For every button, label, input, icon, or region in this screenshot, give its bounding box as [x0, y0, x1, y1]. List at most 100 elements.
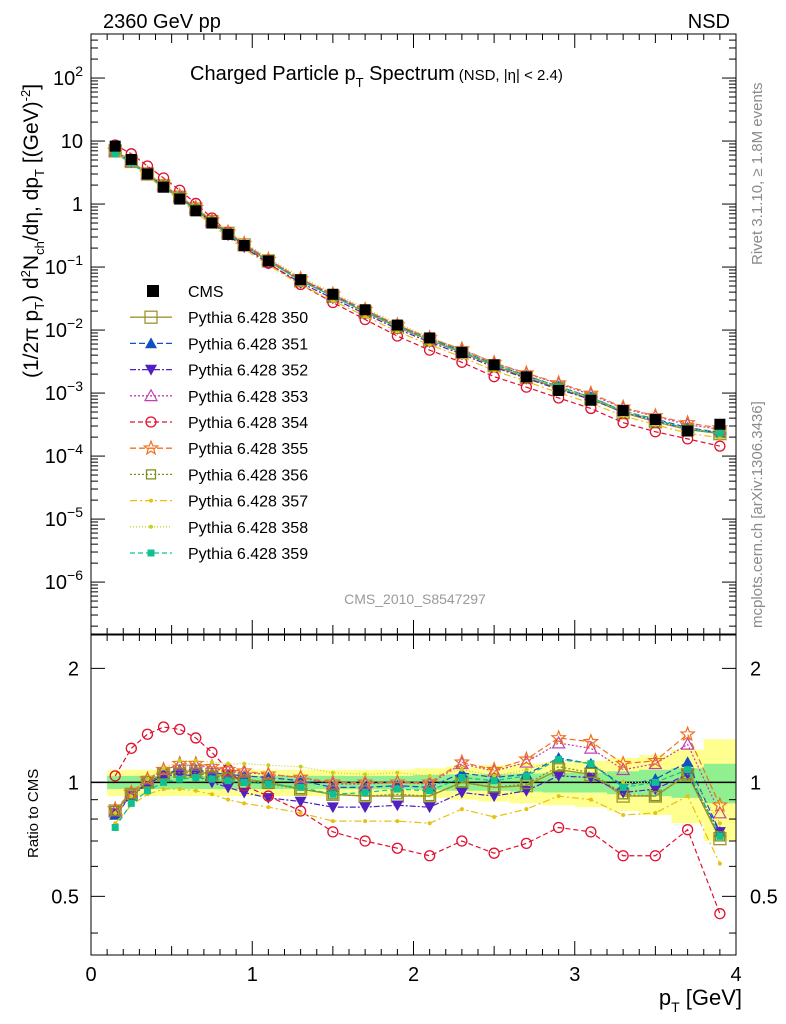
- ratio-point: [298, 811, 303, 816]
- cms-data-point: [174, 193, 186, 205]
- ratio-point: [177, 787, 182, 792]
- ratio-point: [647, 752, 664, 768]
- watermark: CMS_2010_S8547297: [344, 591, 486, 607]
- ratio-point: [155, 760, 172, 777]
- x-tick-label: 2: [408, 964, 419, 986]
- ratio-point: [552, 821, 565, 834]
- x-tick-label: 1: [247, 964, 258, 986]
- ratio-point: [294, 796, 307, 808]
- ratio-y-tick-label: 1: [68, 772, 79, 794]
- ratio-point: [427, 821, 432, 826]
- y-axis-label-ratio: Ratio to CMS: [25, 769, 42, 858]
- ratio-point: [716, 832, 724, 840]
- ratio-point: [520, 837, 533, 850]
- ratio-point: [126, 789, 137, 800]
- ratio-point: [235, 762, 253, 779]
- ratio-point: [680, 737, 695, 750]
- ratio-point: [453, 753, 471, 770]
- cms-data-point: [109, 140, 121, 152]
- cms-data-point: [238, 239, 250, 251]
- ratio-point: [264, 780, 272, 788]
- mcplots-label: mcplots.cern.ch [arXiv:1306.3436]: [749, 401, 766, 628]
- legend-label: CMS: [188, 284, 224, 301]
- cms-data-point: [649, 414, 661, 426]
- ratio-point: [583, 741, 598, 754]
- ratio-point: [389, 773, 406, 790]
- legend-label: Pythia 6.428 351: [188, 336, 308, 353]
- cms-data-point: [585, 394, 597, 406]
- ratio-point: [174, 723, 186, 736]
- cms-data-point: [359, 304, 371, 316]
- main-point: [111, 150, 119, 158]
- ratio-point: [492, 815, 497, 820]
- ratio-point: [176, 775, 184, 783]
- ratio-point: [260, 765, 277, 782]
- cms-data-point: [456, 347, 468, 359]
- ratio-point: [653, 811, 658, 816]
- y-tick-label: 10−4: [45, 441, 83, 468]
- ratio-series-line: [114, 726, 721, 914]
- ratio-point: [685, 794, 690, 799]
- ratio-point: [240, 778, 248, 786]
- ratio-point: [160, 778, 168, 786]
- ratio-point: [177, 758, 182, 763]
- ratio-point: [556, 794, 561, 799]
- ratio-point: [681, 824, 694, 836]
- ratio-point: [712, 805, 727, 819]
- ratio-point: [363, 772, 368, 777]
- ratio-point: [619, 783, 627, 791]
- ratio-point: [330, 770, 335, 775]
- ratio-point: [651, 778, 659, 786]
- ratio-point: [298, 764, 303, 769]
- main-point: [716, 429, 724, 437]
- legend-label: Pythia 6.428 357: [188, 494, 308, 511]
- legend-marker: [145, 364, 157, 376]
- ratio-point: [208, 775, 216, 783]
- ratio-point: [205, 766, 218, 778]
- ratio-series-line: [114, 758, 721, 824]
- x-tick-label: 4: [730, 964, 741, 986]
- y-tick-label: 10: [61, 131, 83, 153]
- cms-data-point: [206, 217, 218, 229]
- header-right: NSD: [688, 11, 730, 33]
- ratio-frame: [90, 634, 737, 956]
- ratio-y-tick-label: 2: [68, 658, 79, 680]
- legend-label: Pythia 6.428 358: [188, 520, 308, 537]
- cms-data-point: [553, 384, 565, 396]
- ratio-y-tick-label-right: 2: [750, 658, 761, 680]
- ratio-point: [266, 763, 271, 768]
- main-panel: 10−6 10−5 10−4 10−3 10−2 10−1 1 10 102 Charged P…: [45, 33, 737, 955]
- ratio-point: [262, 793, 275, 804]
- ratio-point: [224, 777, 232, 785]
- ratio-point: [157, 721, 170, 733]
- cms-data-point: [424, 332, 436, 344]
- ratio-point: [395, 770, 400, 775]
- ratio-point: [242, 761, 247, 766]
- ratio-point: [161, 787, 166, 792]
- ratio-point: [717, 821, 722, 826]
- x-tick-label: 0: [85, 964, 96, 986]
- cms-data-point: [262, 255, 274, 267]
- ratio-point: [614, 755, 632, 771]
- legend-label: Pythia 6.428 350: [188, 310, 308, 327]
- ratio-point: [459, 807, 464, 812]
- cms-data-point: [391, 319, 403, 331]
- legend-marker: [145, 469, 157, 480]
- ratio-point: [714, 831, 726, 842]
- ratio-series-line: [114, 788, 721, 864]
- ratio-point: [125, 742, 137, 754]
- ratio-point: [242, 801, 247, 806]
- ratio-point: [421, 773, 438, 790]
- ratio-point: [297, 783, 305, 791]
- ratio-point: [226, 797, 231, 802]
- ratio-point: [621, 812, 626, 817]
- ratio-point: [326, 802, 339, 814]
- ratio-point: [550, 729, 567, 746]
- ratio-point: [361, 789, 369, 797]
- ratio-point: [109, 770, 121, 782]
- ratio-point: [714, 908, 726, 920]
- legend-label: Pythia 6.428 354: [188, 415, 308, 432]
- main-point: [427, 342, 432, 347]
- legend: CMS Pythia 6.428 350 Pythia 6.428 351 Pythi…: [130, 284, 308, 563]
- ratio-point: [391, 842, 404, 854]
